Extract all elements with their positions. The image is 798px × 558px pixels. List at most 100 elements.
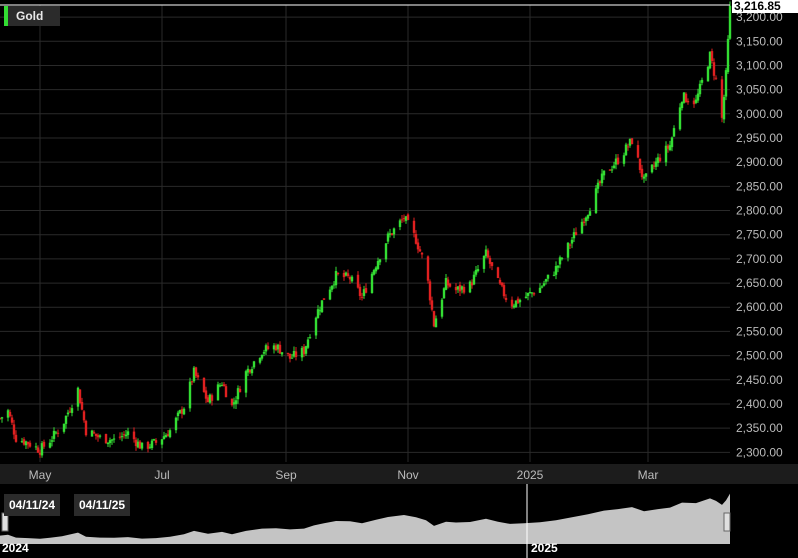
candle xyxy=(138,440,142,449)
candle xyxy=(328,286,332,301)
y-tick-label: 2,800.00 xyxy=(736,204,783,218)
candle-body xyxy=(224,386,228,398)
candle-body xyxy=(468,281,472,293)
candle xyxy=(52,427,56,442)
candle xyxy=(274,343,278,352)
candle-body xyxy=(390,233,394,235)
y-tick-label: 2,450.00 xyxy=(736,373,783,387)
candle-body xyxy=(580,221,584,234)
candle xyxy=(694,94,698,105)
candle xyxy=(236,385,240,404)
candle-body xyxy=(148,446,152,448)
candle-body xyxy=(202,377,206,393)
candle-body xyxy=(286,352,290,354)
candle xyxy=(174,416,178,434)
candle-body xyxy=(570,239,574,244)
candle xyxy=(50,436,54,447)
candle xyxy=(714,75,718,80)
candle xyxy=(652,161,656,170)
candle xyxy=(314,316,318,339)
candle-body xyxy=(656,157,660,163)
candle xyxy=(112,434,116,443)
candle-body xyxy=(272,345,276,350)
range-navigator[interactable]: 2024 2025 xyxy=(0,484,798,558)
candle-body xyxy=(666,145,670,149)
candle xyxy=(574,227,578,236)
candle-body xyxy=(514,300,518,307)
candle-body xyxy=(710,51,714,61)
candle xyxy=(294,347,298,361)
candle-body xyxy=(350,276,354,282)
candle-body xyxy=(52,430,56,439)
price-chart[interactable]: 2,300.00 2,350.00 2,400.00 2,450.00 2,500.00… xyxy=(0,0,798,484)
candle xyxy=(486,248,490,259)
candle-body xyxy=(168,430,172,438)
candle-body xyxy=(300,347,304,358)
candle-body xyxy=(700,79,704,83)
candle xyxy=(556,265,560,273)
candle-body xyxy=(190,381,194,383)
range-end-date[interactable]: 04/11/25 xyxy=(74,494,131,516)
candle xyxy=(82,409,86,423)
candle xyxy=(496,266,500,279)
y-tick-label: 3,100.00 xyxy=(736,58,783,72)
candle xyxy=(96,433,100,442)
candle xyxy=(554,261,558,280)
candle xyxy=(10,414,14,426)
candle xyxy=(140,442,144,451)
candle xyxy=(692,97,696,108)
candle xyxy=(598,180,602,186)
candle-body xyxy=(456,286,460,290)
candle xyxy=(582,217,586,227)
candle xyxy=(260,354,264,361)
candle-body xyxy=(80,401,84,410)
candle xyxy=(420,252,424,259)
candle-body xyxy=(322,298,326,300)
candle xyxy=(566,242,570,262)
candle xyxy=(418,245,422,252)
candle xyxy=(462,284,466,295)
candle-body xyxy=(560,258,564,260)
candle xyxy=(322,298,326,300)
candle-body xyxy=(384,243,388,260)
x-tick-label: Nov xyxy=(397,468,418,482)
candle xyxy=(700,77,704,86)
candle xyxy=(470,279,474,289)
candle xyxy=(80,397,84,411)
candle-body xyxy=(434,318,438,328)
candle xyxy=(712,58,716,81)
range-start-date[interactable]: 04/11/24 xyxy=(4,494,61,516)
candle xyxy=(250,366,254,376)
candle-body xyxy=(0,418,2,420)
candle xyxy=(404,215,408,224)
candle xyxy=(234,396,238,410)
candle xyxy=(336,272,340,276)
candle-body xyxy=(418,249,422,252)
candle xyxy=(372,268,376,276)
candle xyxy=(542,280,546,287)
candle-body xyxy=(458,284,462,292)
candle xyxy=(710,48,714,64)
candle xyxy=(514,300,518,308)
x-tick-label: Jul xyxy=(154,468,169,482)
candle-body xyxy=(482,255,486,269)
candle-body xyxy=(164,435,168,438)
candle-body xyxy=(378,259,382,263)
candle xyxy=(344,271,348,277)
candle-body xyxy=(234,400,238,405)
candle-body xyxy=(314,317,318,336)
legend[interactable]: Gold xyxy=(4,6,60,26)
candle xyxy=(132,427,136,443)
range-handle-right[interactable] xyxy=(723,512,731,532)
candle xyxy=(448,282,452,288)
candle-body xyxy=(680,101,684,108)
candle-body xyxy=(558,257,562,265)
candle xyxy=(210,393,214,406)
candle xyxy=(516,296,520,304)
candle-body xyxy=(176,412,180,416)
candle xyxy=(488,255,492,269)
candle xyxy=(458,281,462,297)
candle xyxy=(432,310,436,328)
candle-body xyxy=(62,423,66,432)
candle xyxy=(196,372,200,380)
